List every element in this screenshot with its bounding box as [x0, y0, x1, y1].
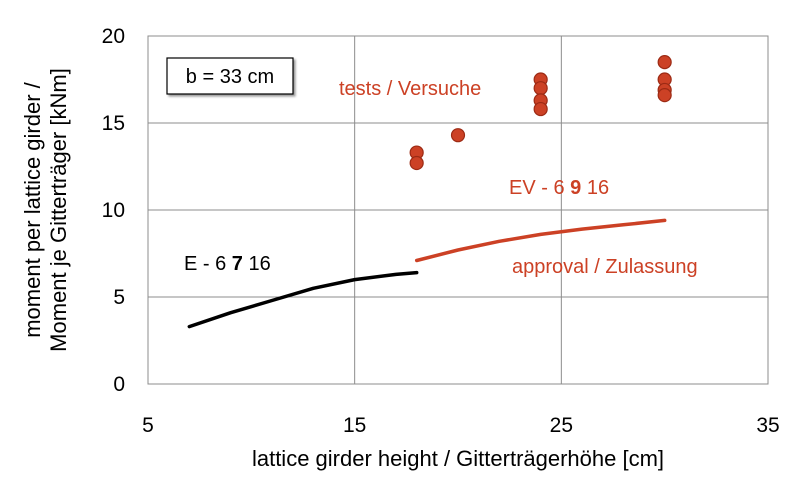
- ev-label-prefix: EV - 6: [509, 177, 570, 199]
- test-point: [533, 81, 548, 96]
- e-label-suffix: 16: [243, 253, 271, 275]
- series-line: [414, 218, 667, 263]
- y-axis-title-line1: moment per lattice girder /: [20, 81, 45, 337]
- y-tick-label: 0: [113, 373, 125, 396]
- test-point: [450, 128, 466, 143]
- e-label-bold: 7: [232, 253, 243, 275]
- series-lines: [187, 218, 667, 329]
- x-tick-label: 35: [756, 414, 779, 437]
- test-point: [657, 54, 672, 70]
- tests-label: tests / Versuche: [339, 78, 481, 100]
- annotation-box: b = 33 cm: [166, 57, 294, 95]
- e-label-prefix: E - 6: [184, 253, 232, 275]
- ev-series-label: EV - 6 9 16: [509, 177, 609, 199]
- y-tick-label: 20: [102, 25, 125, 48]
- x-tick-label: 15: [343, 414, 366, 437]
- y-tick-labels: 0 5 10 15 20: [102, 25, 125, 396]
- x-tick-label: 25: [550, 414, 573, 437]
- approval-label: approval / Zulassung: [512, 256, 698, 278]
- annotation-box-label: b = 33 cm: [186, 66, 274, 88]
- x-axis-title: lattice girder height / Gitterträgerhöhe…: [252, 446, 664, 471]
- plot-frame: [147, 35, 769, 385]
- y-tick-label: 10: [102, 199, 125, 222]
- series-line: [187, 270, 419, 329]
- y-axis-title-line2: Moment je Gitterträger [kNm]: [46, 68, 71, 352]
- test-point: [409, 155, 424, 171]
- y-tick-label: 5: [113, 286, 125, 309]
- ev-label-bold: 9: [570, 177, 581, 199]
- y-tick-label: 15: [102, 112, 125, 135]
- ev-label-suffix: 16: [581, 177, 609, 199]
- test-point: [533, 101, 548, 117]
- x-tick-labels: 5 15 25 35: [142, 414, 780, 437]
- x-tick-label: 5: [142, 414, 154, 437]
- test-points: [409, 54, 672, 171]
- test-point: [657, 88, 672, 103]
- e-series-label: E - 6 7 16: [184, 253, 271, 275]
